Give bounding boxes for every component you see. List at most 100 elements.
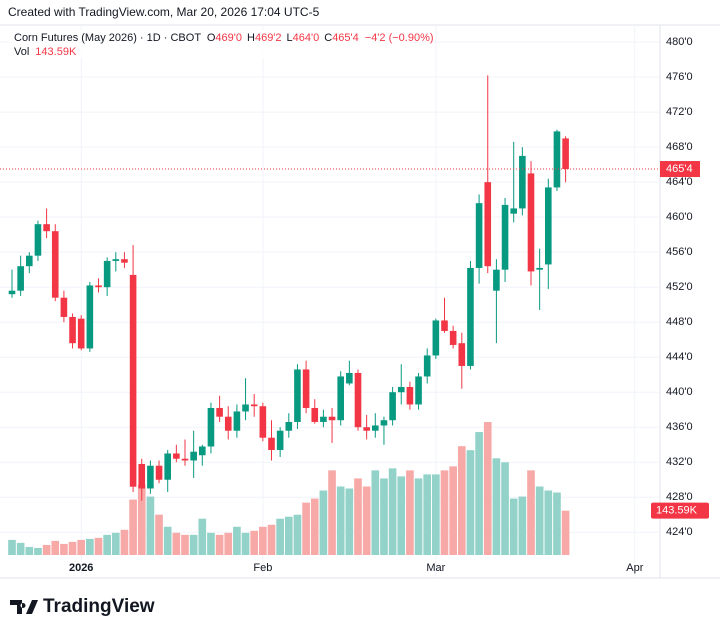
volume-bar [406, 470, 414, 555]
y-tick-label: 436'0 [666, 421, 693, 433]
candle-body [397, 386, 405, 393]
x-tick-label: Feb [253, 562, 272, 574]
volume-bar [380, 478, 388, 555]
legend-bg [10, 30, 410, 58]
candle-body [51, 231, 59, 298]
candle-body [320, 416, 327, 422]
volume-bar [336, 486, 345, 555]
candle-body [69, 316, 76, 344]
volume-bar [501, 462, 509, 555]
volume-bar [414, 478, 423, 555]
volume-bar [492, 458, 501, 555]
volume-bar [25, 546, 34, 555]
volume-bar [310, 498, 319, 555]
candle-body [129, 274, 137, 487]
candle-body [415, 376, 422, 405]
volume-bar [60, 543, 68, 555]
last-price-box [660, 161, 700, 178]
volume-bar [207, 532, 215, 555]
volume-bar [466, 450, 475, 555]
candle-body [294, 369, 301, 422]
y-tick-label: 444'0 [666, 351, 693, 363]
candle-body [259, 406, 267, 438]
volume-bar [241, 532, 250, 555]
volume-bar [449, 466, 457, 555]
volume-bar [198, 518, 207, 555]
volume-bar [302, 502, 310, 555]
volume-bar [77, 539, 86, 555]
volume-bar [215, 534, 224, 555]
volume-bar [42, 544, 51, 555]
candle-body [449, 330, 457, 345]
volume-bar [362, 486, 371, 555]
candle-body [545, 187, 552, 265]
candle-body [112, 259, 120, 261]
candle-body [311, 407, 319, 422]
candle-body [423, 355, 431, 377]
candle-body [224, 416, 232, 431]
volume-bar [259, 526, 267, 555]
x-tick-label: 2026 [69, 562, 93, 574]
volume-bar [509, 498, 518, 555]
marks [0, 75, 660, 555]
candle-body [501, 204, 509, 270]
candle-body [233, 411, 241, 431]
candle-body [493, 269, 500, 291]
candle-body [207, 407, 215, 447]
volume-bar [16, 542, 25, 555]
candle-body [77, 318, 85, 349]
candle-body [26, 255, 33, 267]
candle-body [190, 451, 197, 461]
candle-body [121, 259, 128, 263]
y-tick-label: 468'0 [666, 141, 693, 153]
candle-body [441, 320, 448, 331]
volume-bar [163, 526, 172, 555]
candle-body [363, 427, 370, 431]
y-tick-label: 456'0 [666, 246, 693, 258]
grid [0, 25, 660, 578]
volume-bar [561, 510, 570, 555]
brand: TradingView [43, 596, 155, 617]
volume-bar [483, 422, 492, 555]
candle-body [147, 465, 154, 489]
volume-bar [388, 468, 397, 555]
y-tick-label: 440'0 [666, 386, 693, 398]
y-tick-label: 472'0 [666, 106, 693, 118]
y-tick-label: 448'0 [666, 316, 693, 328]
candle-body [519, 155, 526, 209]
volume-bar [319, 490, 328, 555]
candle-body [458, 343, 466, 366]
last-price-label: 465'4 [666, 163, 693, 175]
candle-body [432, 320, 440, 356]
y-tick-label: 464'0 [666, 176, 693, 188]
x-tick-label: Mar [426, 562, 445, 574]
candle-body [34, 224, 42, 256]
candle-body [389, 392, 396, 421]
y-tick-label: 452'0 [666, 281, 693, 293]
volume-bar [423, 474, 432, 555]
candle-body [285, 421, 293, 431]
volume-bar [284, 516, 293, 555]
volume-bar [276, 518, 284, 555]
candle-body [302, 369, 310, 408]
candle-body [484, 182, 492, 267]
candle-body [510, 208, 517, 214]
y-tick-label: 476'0 [666, 71, 693, 83]
candle-body [536, 267, 543, 270]
volume-bar [34, 547, 42, 555]
y-tick-label: 424'0 [666, 526, 693, 538]
candle-body [60, 297, 68, 317]
volume-bar [535, 486, 544, 555]
legend: Corn Futures (May 2026) · 1D · CBOT O469'… [10, 30, 434, 58]
candle-body [199, 446, 206, 456]
volume-bar [397, 476, 406, 555]
volume-bar [354, 478, 362, 555]
volume-bar [94, 537, 103, 555]
candle-body [406, 386, 414, 405]
last-volume-label: 143.59K [656, 505, 698, 517]
candle-body [268, 437, 275, 450]
volume-bar [68, 541, 77, 555]
candle-body [164, 453, 171, 480]
candle-body [354, 372, 362, 428]
